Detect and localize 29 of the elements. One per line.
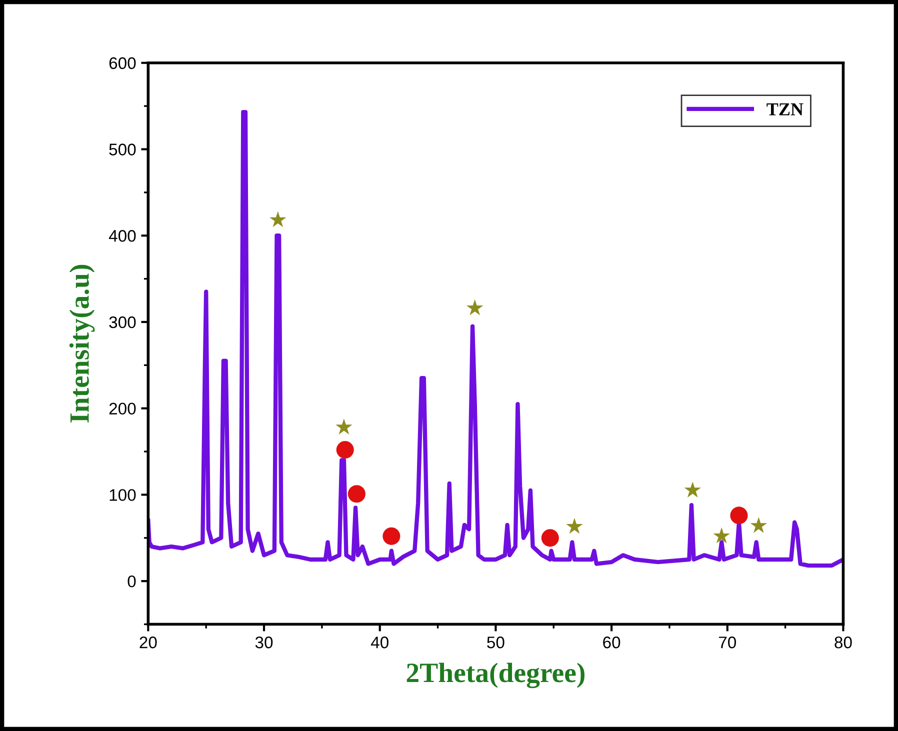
point	[336, 418, 352, 434]
y-tick-label: 300	[109, 316, 136, 328]
point	[713, 527, 730, 544]
point	[382, 527, 400, 545]
point	[270, 211, 286, 228]
x-axis-title: 2Theta(degree)	[406, 662, 584, 688]
x-tick-label: 60	[603, 636, 620, 648]
legend-label: TZN	[766, 103, 804, 116]
y-tick-label: 0	[128, 575, 136, 588]
point	[336, 441, 354, 459]
point	[750, 517, 768, 533]
y-axis-title: Intensity(a.u)	[69, 264, 95, 422]
x-tick-label: 30	[255, 636, 273, 648]
x-tick-label: 20	[140, 636, 157, 648]
y-tick-label: 600	[109, 57, 136, 70]
point	[466, 299, 484, 316]
x-tick-label: 50	[487, 636, 504, 648]
y-tick-label: 100	[110, 489, 136, 501]
point	[566, 518, 583, 534]
point	[730, 506, 748, 524]
point	[541, 529, 559, 547]
x-tick-label: 70	[718, 636, 736, 648]
point	[684, 482, 701, 498]
y-tick-label: 200	[109, 402, 136, 415]
y-tick-label: 500	[109, 144, 136, 156]
point	[348, 485, 366, 503]
x-tick-label: 40	[370, 636, 388, 648]
x-tick-label: 80	[834, 636, 852, 648]
y-tick-label: 400	[108, 230, 136, 242]
